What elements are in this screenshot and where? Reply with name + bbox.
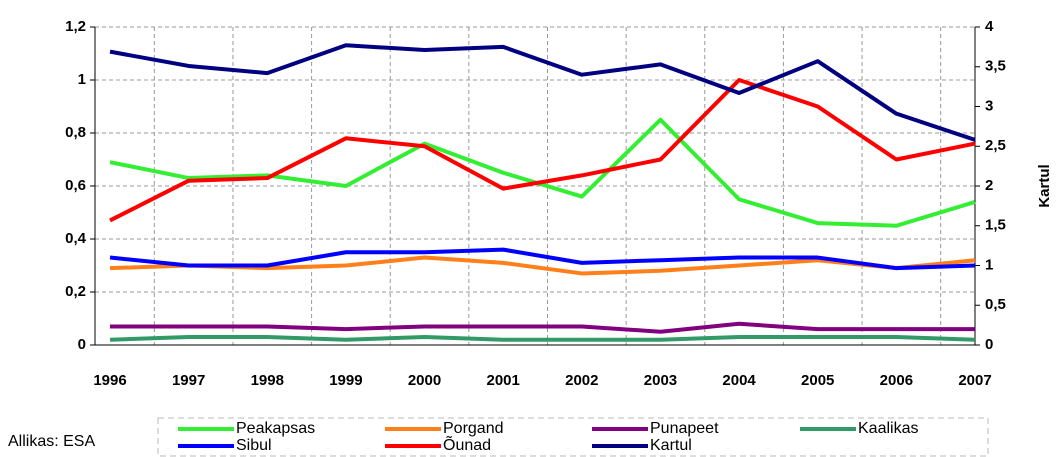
- series-line: [109, 335, 976, 342]
- y2-label: Kartul: [1036, 164, 1053, 207]
- legend-box: [157, 417, 989, 457]
- x-tick-label: 1997: [172, 372, 205, 389]
- y-tick-label: 1: [78, 71, 86, 88]
- x-tick-label: 2007: [958, 372, 991, 389]
- legend-label: Porgand: [443, 420, 504, 437]
- y2-tick-label: 4: [985, 18, 994, 35]
- x-tick-label: 2003: [644, 372, 677, 389]
- y2-tick-label: 3,5: [985, 58, 1006, 75]
- y2-tick-label: 3: [985, 97, 993, 114]
- legend-label: Punapeet: [650, 420, 719, 437]
- series-line: [109, 255, 976, 276]
- y-tick-label: 0,8: [65, 124, 86, 141]
- y-tick-label: 0,2: [65, 283, 86, 300]
- y-tick-label: 0: [78, 336, 86, 353]
- y2-tick-label: 0,5: [985, 296, 1006, 313]
- x-tick-label: 2000: [408, 372, 441, 389]
- y-tick-label: 1,2: [65, 18, 86, 35]
- x-tick-label: 2004: [722, 372, 756, 389]
- x-tick-label: 1996: [93, 372, 126, 389]
- y-tick-label: 0,6: [65, 177, 86, 194]
- x-tick-label: 2005: [801, 372, 834, 389]
- y2-tick-label: 2,5: [985, 137, 1006, 154]
- legend-label: Kartul: [650, 437, 692, 454]
- x-tick-label: 2006: [880, 372, 913, 389]
- y2-tick-label: 0: [985, 336, 993, 353]
- x-tick-label: 2001: [486, 372, 519, 389]
- series-line: [109, 78, 976, 223]
- legend-label: Peakapsas: [236, 420, 315, 437]
- y2-tick-label: 1,5: [985, 217, 1006, 234]
- x-tick-label: 2002: [565, 372, 598, 389]
- legend-label: Õunad: [443, 434, 491, 454]
- legend-label: Kaalikas: [858, 420, 918, 437]
- x-tick-label: 1999: [329, 372, 362, 389]
- series-line: [109, 247, 976, 271]
- y-tick-label: 0,4: [65, 230, 87, 247]
- series-line: [109, 43, 976, 142]
- source: Allikas: ESA: [8, 433, 95, 450]
- y2-tick-label: 2: [985, 177, 993, 194]
- legend-label: Sibul: [236, 437, 272, 454]
- x-tick-label: 1998: [251, 372, 284, 389]
- y2-tick-label: 1: [985, 256, 993, 273]
- series-line: [110, 321, 975, 334]
- series-line: [109, 117, 976, 228]
